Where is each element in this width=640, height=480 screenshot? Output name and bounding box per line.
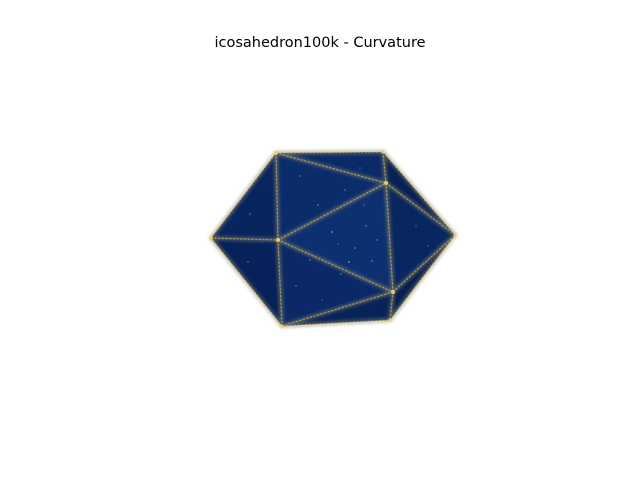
mesh-face: [278, 240, 393, 326]
mesh-face: [386, 183, 455, 292]
mesh-face: [276, 153, 386, 240]
figure-title: icosahedron100k - Curvature: [214, 35, 426, 51]
curvature-speckles: [247, 167, 429, 301]
curvature-edges: [209, 149, 458, 329]
mesh-face: [278, 183, 393, 292]
